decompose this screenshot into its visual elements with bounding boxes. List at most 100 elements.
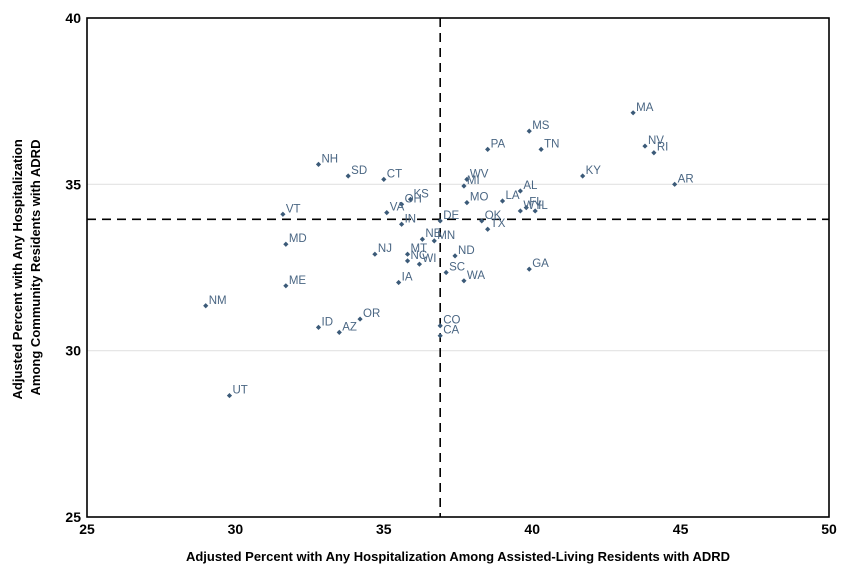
point-label-ne: NE (425, 228, 441, 240)
point-label-la: LA (506, 190, 520, 202)
point-label-va: VA (390, 202, 405, 214)
point-marker-wy (517, 208, 523, 214)
point-marker-mt (404, 251, 411, 257)
point-marker-mo (464, 200, 470, 206)
point-marker-co (437, 323, 443, 329)
point-label-fl: FL (529, 197, 543, 209)
point-label-nj: NJ (378, 243, 392, 255)
point-label-ms: MS (532, 120, 550, 132)
point-marker-in (399, 221, 405, 227)
point-label-sc: SC (449, 261, 465, 273)
point-label-vt: VT (286, 203, 301, 215)
point-label-oh: OH (405, 193, 422, 205)
point-label-mo: MO (470, 192, 489, 204)
point-marker-ga (526, 266, 532, 272)
point-marker-pa (485, 146, 491, 153)
point-label-nm: NM (209, 295, 227, 307)
point-marker-tx (485, 226, 491, 232)
point-marker-nj (372, 251, 378, 257)
point-marker-ok (479, 218, 485, 224)
point-label-ca: CA (443, 325, 459, 337)
point-marker-ms (526, 128, 532, 134)
point-marker-nc (404, 258, 411, 264)
point-label-wy: WY (523, 200, 542, 212)
point-marker-ar (672, 181, 678, 187)
point-label-id: ID (322, 316, 334, 328)
point-marker-ut (226, 392, 233, 399)
point-label-in: IN (405, 213, 417, 225)
point-label-nc: NC (411, 250, 428, 262)
point-marker-tn (538, 146, 544, 153)
point-label-ar: AR (678, 173, 694, 185)
point-label-ok: OK (485, 210, 502, 222)
y-tick-label: 35 (65, 176, 81, 192)
point-marker-nm (203, 303, 209, 309)
point-marker-il (532, 208, 538, 214)
point-marker-al (517, 188, 523, 194)
point-marker-sc (443, 269, 449, 276)
point-marker-wa (461, 278, 467, 284)
point-marker-ia (396, 279, 402, 286)
point-marker-de (437, 218, 443, 224)
point-marker-wi (416, 261, 423, 267)
y-tick-label: 25 (65, 509, 81, 525)
point-marker-id (315, 324, 322, 330)
x-tick-labels: 25 30 35 40 45 50 (79, 521, 837, 537)
point-marker-me (283, 283, 289, 289)
point-label-mn: MN (437, 230, 455, 242)
y-tick-label: 30 (65, 343, 81, 359)
point-marker-or (357, 316, 363, 322)
point-marker-ma (630, 110, 636, 116)
x-tick-label: 45 (673, 521, 689, 537)
x-tick-label: 35 (376, 521, 392, 537)
point-marker-ct (381, 176, 387, 182)
point-label-wi: WI (422, 253, 436, 265)
point-marker-mi (461, 183, 467, 189)
x-tick-label: 25 (79, 521, 95, 537)
point-marker-nv (642, 143, 648, 149)
point-label-mt: MT (411, 243, 428, 255)
x-tick-label: 50 (821, 521, 837, 537)
point-label-il: IL (538, 200, 548, 212)
point-label-ky: KY (586, 165, 602, 177)
point-label-md: MD (289, 233, 307, 245)
point-marker-wv (464, 176, 470, 182)
point-marker-ky (580, 173, 586, 179)
point-label-ri: RI (657, 142, 669, 154)
point-label-nd: ND (458, 245, 475, 257)
point-label-ga: GA (532, 258, 549, 270)
point-label-az: AZ (342, 321, 357, 333)
point-marker-va (384, 210, 390, 216)
plot-frame (86, 17, 830, 518)
point-label-tx: TX (491, 218, 506, 230)
point-marker-ks (407, 196, 414, 202)
x-tick-label: 40 (524, 521, 540, 537)
point-marker-md (283, 241, 289, 247)
y-tick-label: 40 (65, 10, 81, 26)
point-marker-ri (651, 150, 657, 156)
point-label-ut: UT (232, 385, 247, 397)
point-label-al: AL (523, 180, 538, 192)
point-label-me: ME (289, 275, 307, 287)
point-marker-oh (399, 201, 405, 207)
point-label-co: CO (443, 315, 460, 327)
point-label-ia: IA (402, 271, 413, 283)
point-label-pa: PA (491, 138, 506, 150)
point-label-nh: NH (322, 153, 339, 165)
point-marker-fl (523, 205, 529, 211)
point-marker-nh (315, 161, 322, 167)
x-axis-title: Adjusted Percent with Any Hospitalizatio… (186, 549, 730, 564)
reference-lines (87, 18, 829, 517)
y-tick-labels: 25 30 35 40 (65, 10, 81, 525)
point-marker-la (499, 198, 506, 204)
x-tick-label: 30 (228, 521, 244, 537)
point-label-ct: CT (387, 168, 402, 180)
point-label-or: OR (363, 308, 380, 320)
point-marker-mn (431, 238, 437, 244)
point-marker-sd (345, 173, 351, 179)
point-marker-vt (280, 211, 286, 217)
y-axis-title-line-2: Among Community Residents with ADRD (28, 140, 43, 396)
point-label-ks: KS (414, 188, 430, 200)
